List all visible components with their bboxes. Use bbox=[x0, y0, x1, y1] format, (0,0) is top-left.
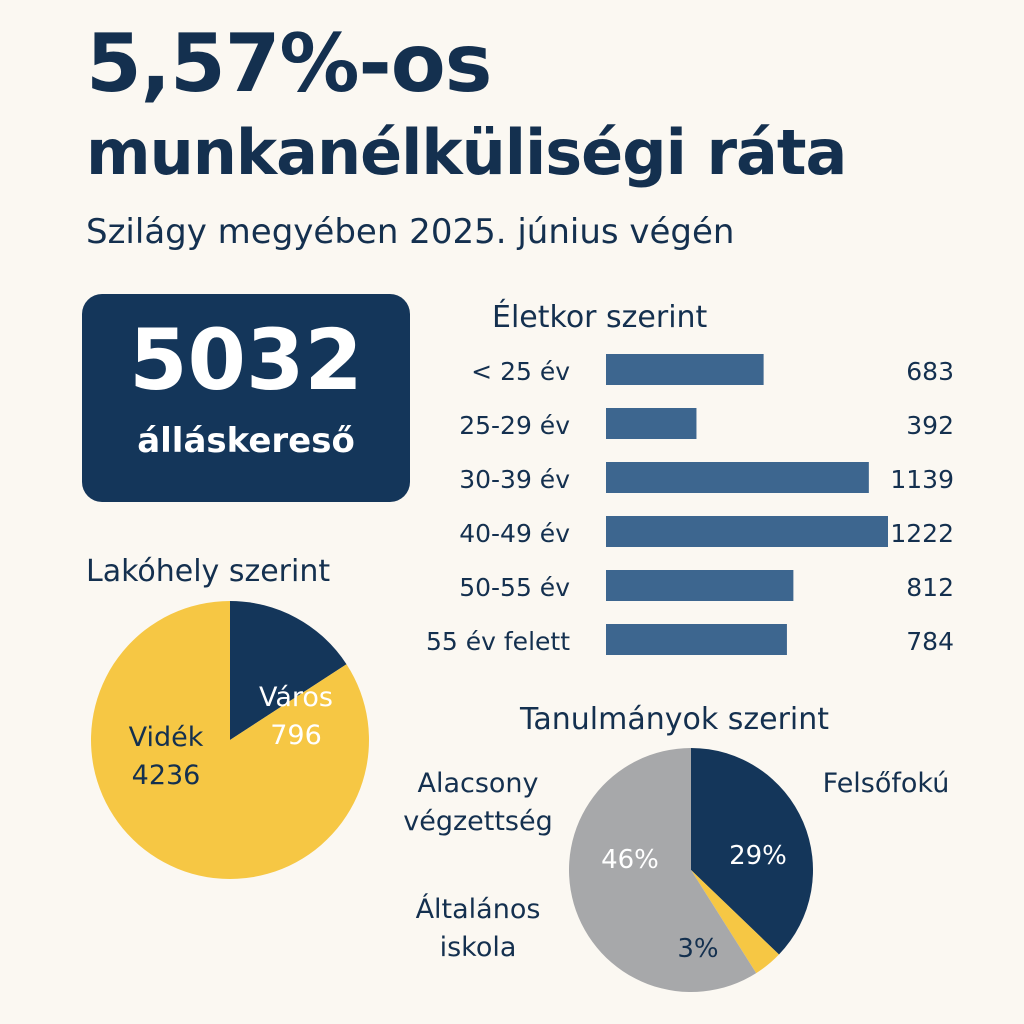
pie-category-label: iskola bbox=[440, 932, 517, 963]
age-bar-value-label: 392 bbox=[906, 411, 954, 440]
age-category-label: 25-29 év bbox=[459, 411, 570, 440]
age-bar bbox=[606, 570, 794, 601]
age-bar bbox=[606, 462, 869, 493]
residence-slice-label: Város bbox=[259, 682, 333, 713]
pie-category-label: Felsőfokú bbox=[823, 768, 950, 799]
education-percent-label: 46% bbox=[601, 845, 659, 875]
page-subtitle: Szilágy megyében 2025. június végén bbox=[86, 212, 735, 252]
page-title-text: munkanélküliségi ráta bbox=[86, 116, 847, 189]
age-bar bbox=[606, 354, 764, 385]
pie-slice bbox=[568, 748, 757, 992]
age-category-label: < 25 év bbox=[471, 357, 570, 386]
residence-chart-title: Lakóhely szerint bbox=[86, 554, 331, 589]
age-bar-value-label: 784 bbox=[906, 627, 954, 656]
residence-slice-label: Vidék bbox=[129, 722, 204, 753]
age-bar bbox=[606, 408, 697, 439]
jobseekers-label: álláskereső bbox=[137, 421, 355, 461]
age-bar-value-label: 683 bbox=[906, 357, 954, 386]
pie-category-label: Alacsony bbox=[417, 768, 538, 799]
pie-category-label: Általános bbox=[416, 893, 541, 925]
age-bar-value-label: 1222 bbox=[890, 519, 954, 548]
pie-slice bbox=[90, 601, 369, 879]
age-category-label: 30-39 év bbox=[459, 465, 570, 494]
pie-slice bbox=[691, 870, 779, 974]
age-bar bbox=[606, 516, 888, 547]
residence-slice-label: 4236 bbox=[132, 760, 201, 791]
age-chart-title: Életkor szerint bbox=[492, 300, 708, 335]
education-percent-label: 3% bbox=[677, 934, 718, 964]
pie-slice bbox=[691, 748, 813, 955]
residence-slice-label: 796 bbox=[270, 720, 322, 751]
age-bar bbox=[606, 624, 787, 655]
pie-category-label: végzettség bbox=[403, 806, 553, 837]
education-percent-label: 29% bbox=[729, 841, 787, 871]
age-category-label: 40-49 év bbox=[459, 519, 570, 548]
jobseekers-kpi-card: 5032 álláskereső bbox=[82, 294, 410, 502]
education-chart-title: Tanulmányok szerint bbox=[520, 702, 830, 737]
jobseekers-count: 5032 bbox=[129, 311, 363, 409]
age-category-label: 55 év felett bbox=[426, 627, 570, 656]
pie-slice bbox=[230, 601, 347, 740]
age-bar-value-label: 812 bbox=[906, 573, 954, 602]
age-bar-value-label: 1139 bbox=[890, 465, 954, 494]
age-category-label: 50-55 év bbox=[459, 573, 570, 602]
page-title-rate: 5,57%-os bbox=[86, 17, 492, 110]
